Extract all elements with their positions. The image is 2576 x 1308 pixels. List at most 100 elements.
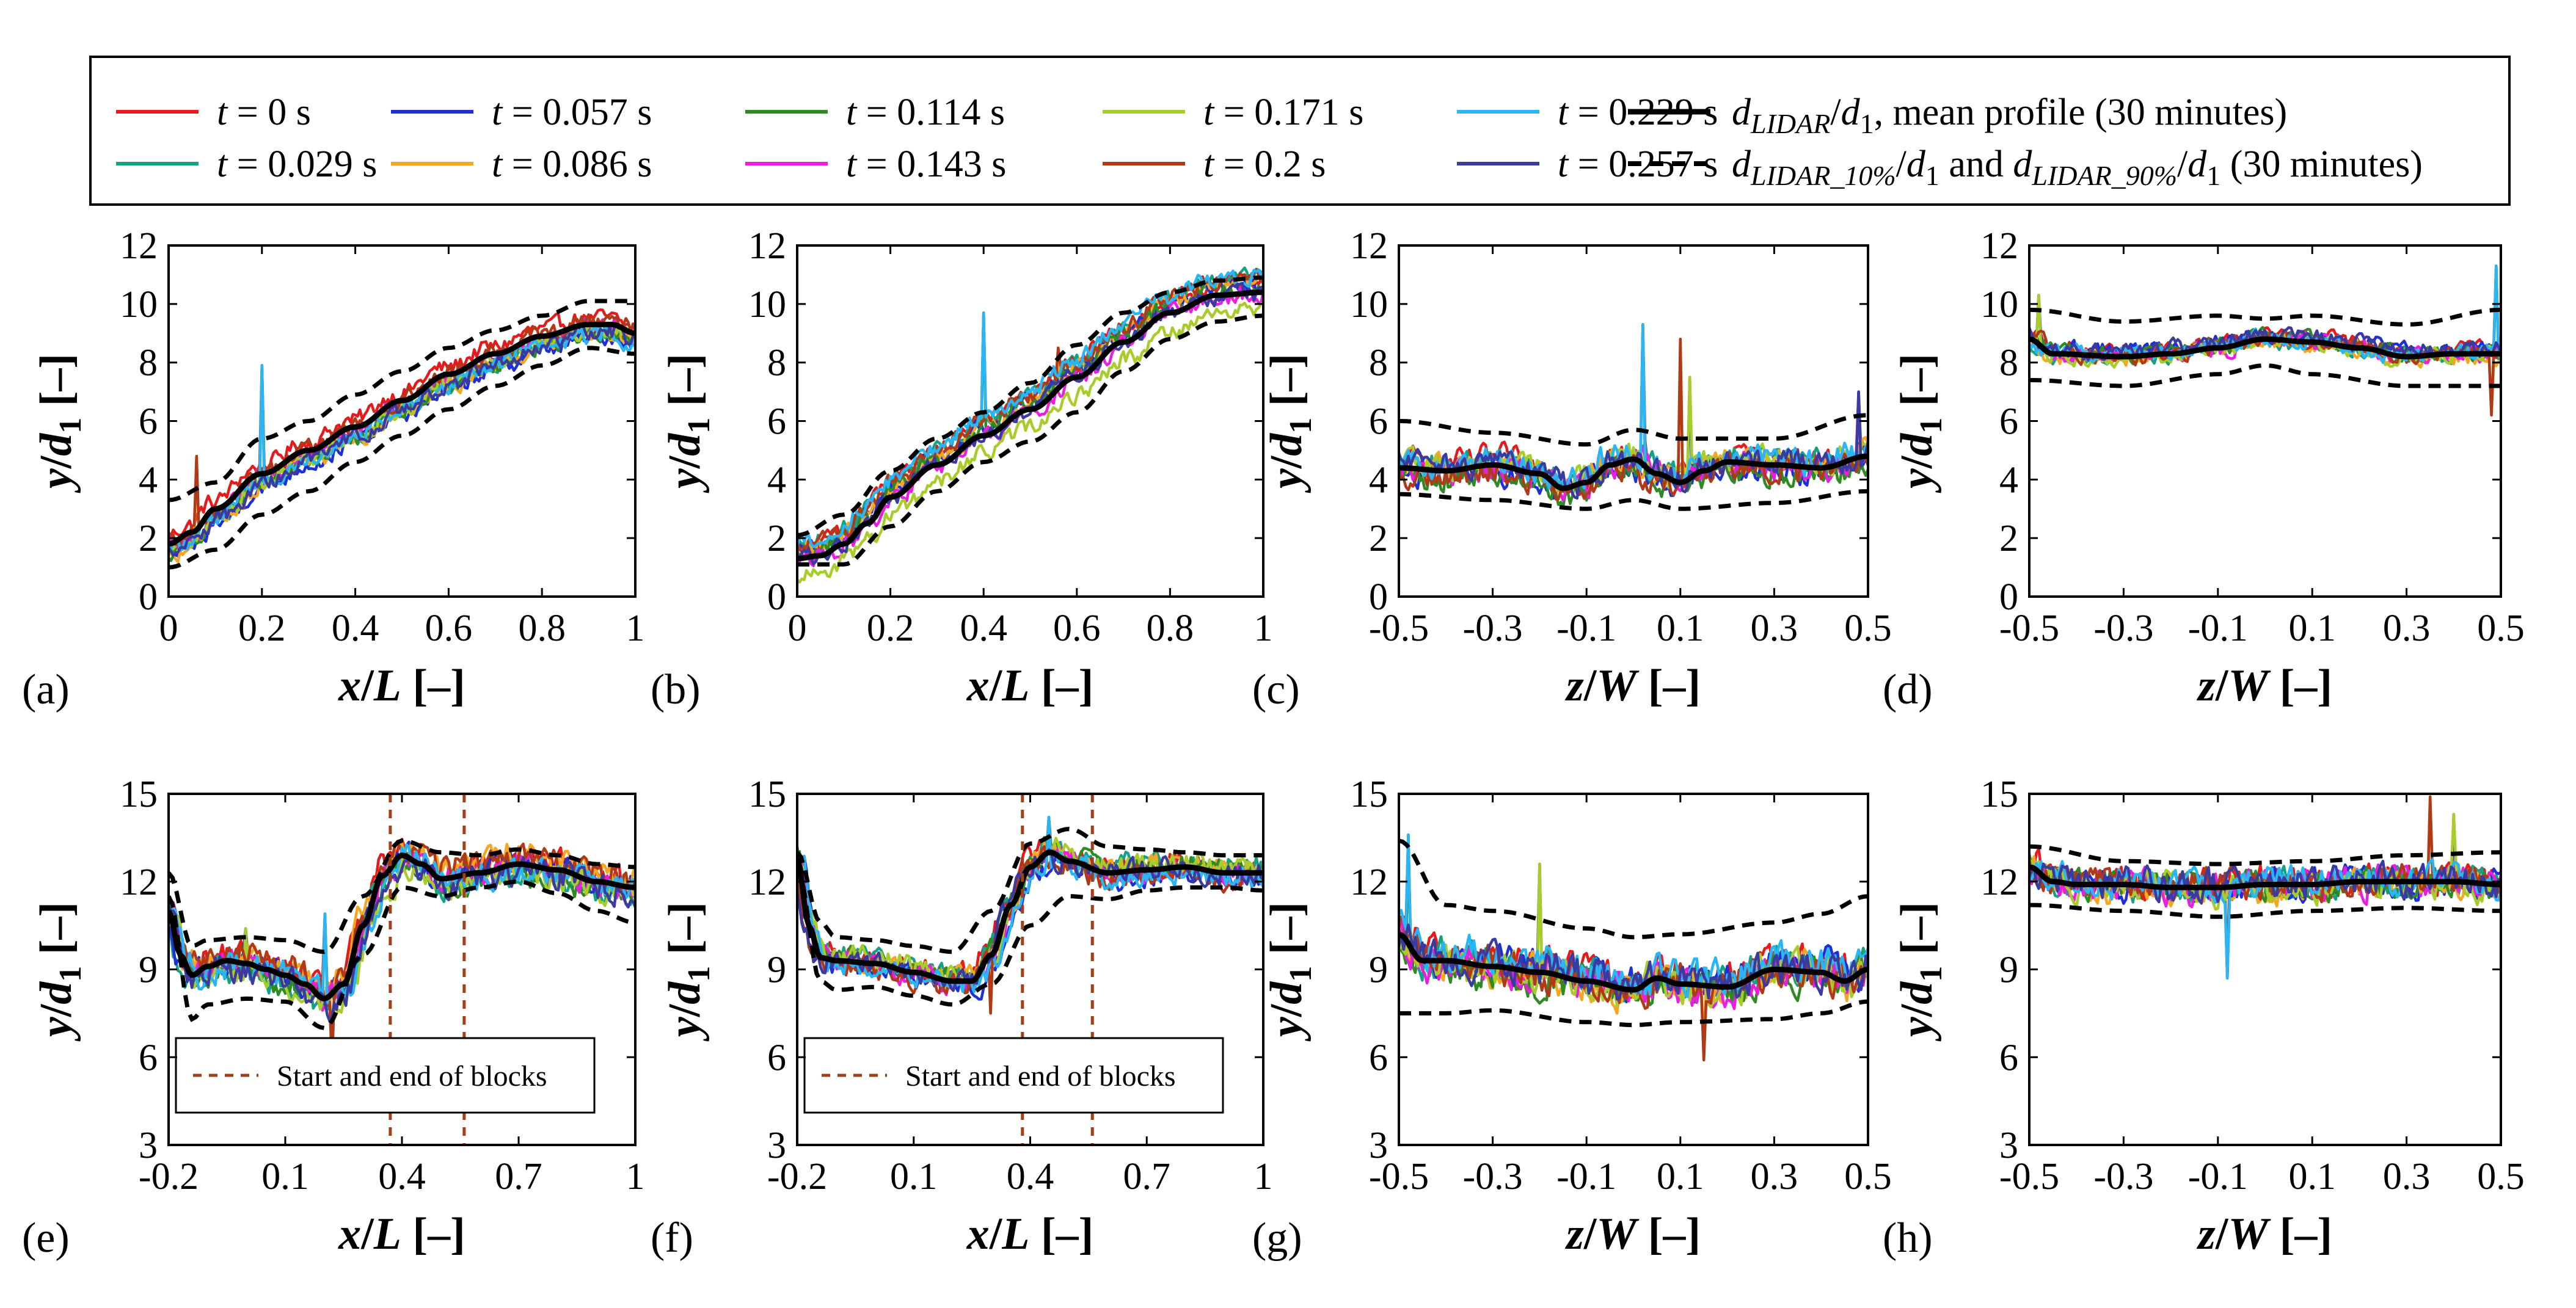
x-tick-label: 0.6 <box>1053 608 1101 649</box>
y-tick-label: 6 <box>1369 1037 1388 1078</box>
series-line-4 <box>1399 833 1868 1006</box>
y-tick-label: 12 <box>1980 862 2018 903</box>
p10-line <box>1399 999 1868 1027</box>
p90-line <box>1399 838 1868 940</box>
series-line-6 <box>797 301 1263 584</box>
panel-letter: (f) <box>651 1215 693 1262</box>
y-tick-label: 15 <box>1980 774 2018 815</box>
y-tick-label: 4 <box>1369 459 1388 501</box>
y-axis-label: y/d1 [–] <box>660 354 717 493</box>
y-tick-label: 9 <box>1999 950 2018 991</box>
mean-profile-line <box>2029 864 2501 890</box>
y-tick-label: 12 <box>1350 225 1388 267</box>
series-line-9 <box>169 324 635 557</box>
x-tick-label: 0.6 <box>425 608 473 649</box>
y-axis-label: y/d1 [–] <box>1892 354 1949 493</box>
y-tick-label: 2 <box>1999 518 2018 559</box>
legend-label: t = 0.114 s <box>846 92 1005 133</box>
legend-box <box>89 56 2511 206</box>
y-axis-label: y/d1 [–] <box>31 354 88 493</box>
y-tick-label: 12 <box>120 225 158 267</box>
p10-line <box>2029 903 2501 919</box>
plot-content <box>169 837 635 1065</box>
plot-content <box>797 816 1263 1015</box>
panel-letter: (g) <box>1252 1215 1302 1262</box>
p90-line <box>797 826 1263 954</box>
x-tick-label: -0.2 <box>139 1156 199 1197</box>
y-tick-label: 3 <box>767 1125 786 1166</box>
x-tick-label: 0.5 <box>1844 608 1892 649</box>
inset-legend-label: Start and end of blocks <box>905 1060 1176 1092</box>
series-line-9 <box>169 856 635 1023</box>
p10-line <box>797 866 1263 1007</box>
panel-f: Start and end of blocks -0.2 0.1 0.4 0.7 1 3 6 9… <box>651 774 1273 1262</box>
x-tick-label: 1 <box>1254 1156 1273 1197</box>
y-tick-label: 12 <box>120 862 158 903</box>
legend-label: t = 0.257 s <box>1558 144 1718 185</box>
p90-line <box>169 299 635 503</box>
y-tick-label: 2 <box>767 518 786 559</box>
x-tick-label: 0.3 <box>1751 608 1798 649</box>
panel-h: -0.5 -0.3 -0.1 0.1 0.3 0.5 3 6 9 12 15 z/W [–] y/d1 … <box>1883 774 2525 1262</box>
plot-area <box>2029 794 2501 1145</box>
y-tick-label: 10 <box>120 284 158 325</box>
y-tick-label: 9 <box>139 950 158 991</box>
mean-profile-line <box>797 289 1263 562</box>
x-tick-label: -0.1 <box>1556 608 1616 649</box>
p10-line <box>1399 489 1868 511</box>
y-tick-label: 8 <box>1999 343 2018 384</box>
y-tick-label: 0 <box>1999 576 2018 618</box>
x-axis-label: z/W [–] <box>2196 661 2332 711</box>
legend-label: t = 0.029 s <box>217 144 377 185</box>
p90-line <box>2029 307 2501 327</box>
p10-line <box>169 879 635 1030</box>
x-tick-label: 0.8 <box>518 608 566 649</box>
y-tick-label: 10 <box>748 284 786 325</box>
legend-label: t = 0.057 s <box>492 92 652 133</box>
y-tick-label: 2 <box>1369 518 1388 559</box>
mean-profile-line <box>2029 336 2501 360</box>
x-tick-label: 0.1 <box>890 1156 938 1197</box>
x-tick-label: 0.8 <box>1147 608 1194 649</box>
panel-d: -0.5 -0.3 -0.1 0.1 0.3 0.5 0 2 4 6 8 10 12 z/W [–] y/d… <box>1883 225 2525 713</box>
legend-label: t = 0.2 s <box>1203 144 1326 185</box>
y-tick-label: 6 <box>1999 1037 2018 1078</box>
y-tick-label: 12 <box>748 225 786 267</box>
y-tick-label: 12 <box>748 862 786 903</box>
x-tick-label: 0.4 <box>378 1156 426 1197</box>
legend-label: t = 0.086 s <box>492 144 652 185</box>
x-tick-label: 0.2 <box>238 608 286 649</box>
y-tick-label: 8 <box>767 343 786 384</box>
panel-letter: (a) <box>22 666 70 713</box>
x-tick-label: 0.3 <box>2383 608 2431 649</box>
y-tick-label: 6 <box>767 401 786 443</box>
x-axis-label: z/W [–] <box>1564 661 1701 711</box>
x-tick-label: -0.1 <box>1556 1156 1616 1197</box>
x-tick-label: 1 <box>626 1156 645 1197</box>
panel-letter: (c) <box>1252 666 1300 713</box>
x-tick-label: 0.1 <box>261 1156 309 1197</box>
x-tick-label: -0.2 <box>767 1156 827 1197</box>
legend-label: t = 0.143 s <box>846 144 1006 185</box>
x-tick-label: -0.5 <box>1369 1156 1429 1197</box>
plot-content <box>1399 833 1868 1062</box>
x-tick-label: 0.5 <box>2477 608 2525 649</box>
plot-content <box>169 299 635 570</box>
y-tick-label: 15 <box>1350 774 1388 815</box>
y-tick-label: 4 <box>139 459 158 501</box>
y-axis-label: y/d1 [–] <box>1261 902 1318 1042</box>
x-tick-label: 0.7 <box>495 1156 542 1197</box>
x-tick-label: 1 <box>1254 608 1273 649</box>
y-tick-label: 10 <box>1980 284 2018 325</box>
p10-line <box>169 346 635 570</box>
y-tick-label: 12 <box>1980 225 2018 267</box>
x-tick-label: 0.1 <box>1657 608 1704 649</box>
x-tick-label: 0.3 <box>2383 1156 2431 1197</box>
x-tick-label: 0.4 <box>332 608 379 649</box>
panel-g: -0.5 -0.3 -0.1 0.1 0.3 0.5 3 6 9 12 15 z/W [–] y/d1 … <box>1252 774 1892 1262</box>
p10-line <box>797 313 1263 567</box>
y-tick-label: 9 <box>767 950 786 991</box>
